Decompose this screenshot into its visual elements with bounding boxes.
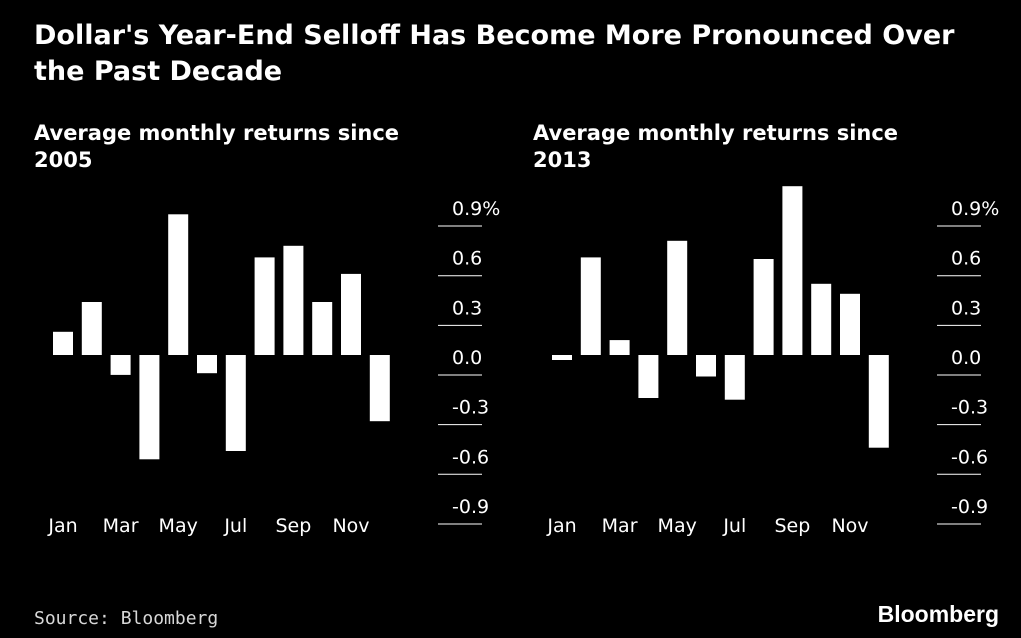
y-tick-label: -0.9 bbox=[951, 496, 988, 518]
bar-may bbox=[168, 214, 189, 355]
y-tick-label: -0.9 bbox=[452, 496, 489, 518]
y-tick-label: 0.6 bbox=[452, 248, 482, 270]
y-tick-label: 0.3 bbox=[951, 297, 981, 319]
bar-jul bbox=[724, 355, 745, 400]
y-tick-label: 0.6 bbox=[951, 248, 981, 270]
bar-dec bbox=[369, 355, 390, 422]
x-tick-label: Jan bbox=[47, 515, 77, 537]
x-tick-label: Jul bbox=[722, 515, 746, 537]
bar-jan bbox=[53, 331, 73, 355]
bar-jan bbox=[552, 355, 572, 360]
y-tick-label: 0.9% bbox=[452, 198, 500, 220]
bar-aug bbox=[254, 257, 275, 355]
source-note: Source: Bloomberg bbox=[34, 608, 219, 629]
bar-oct bbox=[312, 302, 333, 355]
bloomberg-logo: Bloomberg bbox=[877, 601, 999, 627]
bar-nov bbox=[341, 273, 361, 355]
bar-nov bbox=[840, 293, 860, 355]
bar-sep bbox=[283, 245, 304, 355]
y-tick-label: -0.3 bbox=[452, 397, 489, 419]
y-tick-label: -0.6 bbox=[951, 446, 988, 468]
bar-jun bbox=[696, 355, 716, 377]
x-tick-label: Sep bbox=[275, 515, 311, 537]
bar-oct bbox=[811, 283, 832, 355]
y-tick-label: 0.0 bbox=[951, 347, 981, 369]
y-tick-label: -0.6 bbox=[452, 446, 489, 468]
y-tick-label: 0.3 bbox=[452, 297, 482, 319]
bar-jun bbox=[197, 355, 217, 374]
bar-jul bbox=[225, 355, 246, 451]
panel-title-2005: Average monthly returns since 2005 bbox=[34, 121, 400, 172]
bar-feb bbox=[81, 302, 102, 355]
x-tick-label: May bbox=[159, 515, 198, 537]
bar-sep bbox=[782, 186, 803, 355]
x-tick-label: Nov bbox=[831, 515, 868, 537]
x-tick-label: Jul bbox=[223, 515, 247, 537]
x-tick-label: Sep bbox=[774, 515, 810, 537]
x-tick-label: Nov bbox=[332, 515, 369, 537]
y-tick-label: 0.9% bbox=[951, 198, 999, 220]
bar-mar bbox=[110, 355, 131, 375]
x-tick-label: Jan bbox=[546, 515, 576, 537]
chart-title: Dollar's Year-End Selloff Has Become Mor… bbox=[34, 20, 955, 87]
y-tick-label: 0.0 bbox=[452, 347, 482, 369]
x-tick-label: Mar bbox=[602, 515, 638, 537]
panel-title-2013: Average monthly returns since 2013 bbox=[533, 121, 899, 172]
bar-dec bbox=[868, 355, 889, 448]
bar-may bbox=[667, 240, 688, 355]
x-tick-label: May bbox=[658, 515, 697, 537]
y-tick-label: -0.3 bbox=[951, 397, 988, 419]
bar-feb bbox=[580, 257, 601, 355]
x-tick-label: Mar bbox=[103, 515, 139, 537]
bar-aug bbox=[753, 259, 774, 355]
bar-apr bbox=[638, 355, 659, 398]
bar-apr bbox=[139, 355, 160, 460]
bar-mar bbox=[609, 340, 630, 355]
